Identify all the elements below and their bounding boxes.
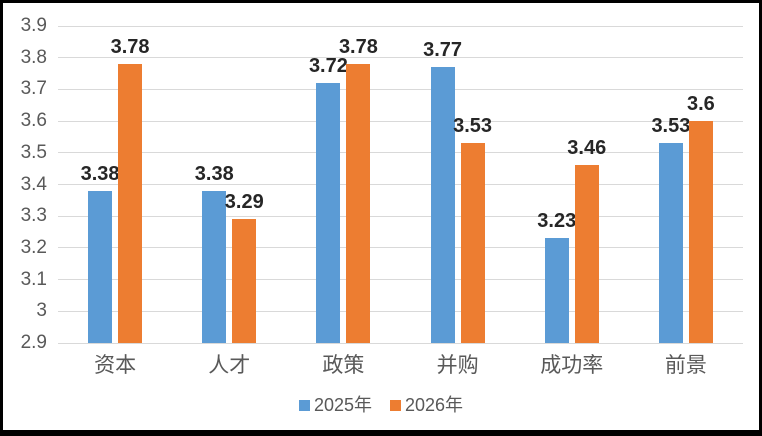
y-axis-tick-label: 3.1 <box>20 268 47 290</box>
gridline <box>58 247 743 249</box>
bar-series-1 <box>232 219 257 343</box>
value-label: 3.78 <box>338 36 378 59</box>
gridline <box>58 310 743 312</box>
bar-series-1 <box>688 121 713 343</box>
legend-label: 2026年 <box>405 395 464 415</box>
legend-item-0: 2025年 <box>298 395 372 415</box>
y-axis-tick-label: 3.6 <box>20 110 47 132</box>
value-label: 3.46 <box>567 137 607 160</box>
legend-swatch-icon <box>298 399 310 411</box>
gridline <box>58 120 743 122</box>
legend-label: 2025年 <box>313 395 372 415</box>
bar-series-0 <box>316 83 341 343</box>
value-label: 3.38 <box>194 162 234 185</box>
bar-series-0 <box>658 143 683 343</box>
gridline <box>58 25 743 27</box>
value-label: 3.53 <box>651 115 691 138</box>
y-axis-tick-label: 3.5 <box>20 141 47 163</box>
category-label: 前景 <box>664 354 707 377</box>
bar-series-0 <box>202 190 227 343</box>
y-axis-tick-label: 3.9 <box>20 15 47 36</box>
y-axis-tick-label: 3.2 <box>20 236 47 258</box>
bar-series-1 <box>118 64 143 343</box>
legend-item-1: 2026年 <box>390 395 463 415</box>
category-label: 成功率 <box>540 354 604 377</box>
y-axis-tick-label: 3.7 <box>20 78 47 100</box>
y-axis-tick-label: 2.9 <box>20 332 47 353</box>
category-label: 人才 <box>208 354 251 377</box>
value-label: 3.38 <box>80 162 120 185</box>
gridline <box>58 184 743 185</box>
value-label: 3.6 <box>687 93 715 116</box>
legend-swatch-icon <box>390 399 401 411</box>
y-axis-tick-label: 3.4 <box>20 173 47 195</box>
bar-series-0 <box>88 190 113 343</box>
y-axis-tick-label: 3 <box>36 300 47 322</box>
legend: 2025年 2026年 <box>3 395 759 415</box>
value-label: 3.29 <box>224 191 264 214</box>
bar-series-0 <box>544 238 569 343</box>
category-label: 资本 <box>94 354 137 377</box>
y-axis-tick-label: 3.3 <box>20 205 47 227</box>
plot-area: 3.38 3.78 3.38 3.29 3.72 3.78 3.77 3.53 3.23 3.46… <box>58 25 743 344</box>
bar-series-1 <box>574 165 599 343</box>
gridline <box>58 342 743 344</box>
x-axis: 资本 人才 政策 并购 成功率 前景 <box>58 353 743 379</box>
category-label: 并购 <box>436 354 479 377</box>
gridline <box>58 279 743 281</box>
category-label: 政策 <box>322 354 365 377</box>
y-axis-tick-label: 3.8 <box>20 46 47 68</box>
value-label: 3.78 <box>110 36 150 59</box>
value-label: 3.72 <box>308 55 348 78</box>
gridline <box>58 152 743 154</box>
bar-series-1 <box>460 143 485 343</box>
value-label: 3.53 <box>453 115 493 138</box>
gridline <box>58 88 743 90</box>
bar-series-1 <box>346 64 371 343</box>
value-label: 3.23 <box>537 210 577 233</box>
gridline <box>58 215 743 217</box>
bar-series-0 <box>430 67 455 343</box>
gridline <box>58 57 743 59</box>
y-axis: 2.9 3 3.1 3.2 3.3 3.4 3.5 3.6 3.7 3.8 3.9 <box>3 15 49 353</box>
value-label: 3.77 <box>423 39 463 62</box>
